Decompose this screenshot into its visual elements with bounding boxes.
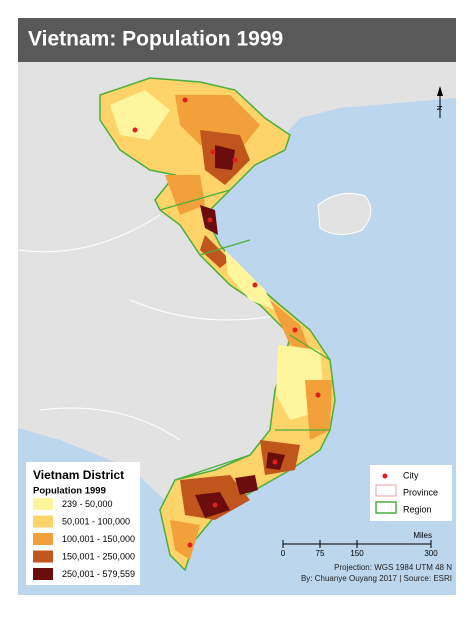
legend-label: 50,001 - 100,000 <box>62 516 130 526</box>
north-arrow: N <box>437 86 444 118</box>
key-label: Province <box>403 487 438 497</box>
city <box>187 542 193 548</box>
legend-swatch <box>33 498 53 510</box>
city <box>182 97 188 103</box>
north-label: N <box>437 105 444 110</box>
key-city-symbol <box>382 473 388 479</box>
key-label: City <box>403 470 419 480</box>
map-title: Vietnam: Population 1999 <box>28 28 283 51</box>
scale-unit: Miles <box>413 531 432 540</box>
legend-label: 250,001 - 579,559 <box>62 569 135 579</box>
credit-projection: Projection: WGS 1984 UTM 48 N <box>334 563 452 572</box>
district <box>215 145 235 170</box>
north-arrow-head <box>437 86 443 96</box>
city <box>132 127 138 133</box>
city <box>207 217 213 223</box>
district <box>225 250 275 310</box>
city <box>292 327 298 333</box>
key-region-symbol <box>375 501 397 514</box>
key-label: Region <box>403 504 432 514</box>
district <box>165 175 205 215</box>
legend-swatch <box>33 533 53 545</box>
city <box>272 459 278 465</box>
border-line <box>17 214 281 441</box>
city <box>252 282 258 288</box>
city <box>212 502 218 508</box>
cities <box>132 97 321 548</box>
scale-tick-label: 0 <box>281 549 286 558</box>
scale-tick-label: 300 <box>424 549 438 558</box>
district <box>305 380 332 440</box>
scale-tick-label: 150 <box>350 549 364 558</box>
legend-label: 150,001 - 250,000 <box>62 551 135 561</box>
district <box>170 520 200 560</box>
legend-label: 100,001 - 150,000 <box>62 534 135 544</box>
legend-swatch <box>33 550 53 563</box>
city <box>315 392 321 398</box>
city <box>232 157 238 163</box>
scale-bar: Miles 0 75 150 300 <box>281 531 438 558</box>
credit-author: By: Chuanye Ouyang 2017 | Source: ESRI <box>301 574 452 583</box>
symbol-key: City Province Region <box>370 465 452 521</box>
title-bar <box>18 18 456 62</box>
hainan-island <box>317 193 372 235</box>
legend-label: 239 - 50,000 <box>62 499 113 509</box>
district <box>270 300 310 350</box>
legend: Vietnam District Population 1999 239 - 5… <box>26 462 140 585</box>
district <box>200 235 230 268</box>
legend-title: Vietnam District <box>33 468 124 482</box>
vietnam-districts <box>99 77 336 572</box>
key-province-symbol <box>375 484 397 497</box>
legend-swatch <box>33 568 53 580</box>
legend-subtitle: Population 1999 <box>33 486 106 497</box>
scale-tick-label: 75 <box>316 549 325 558</box>
district <box>110 90 170 140</box>
legend-swatch <box>33 515 53 528</box>
district <box>235 475 258 495</box>
city <box>210 149 216 155</box>
region-boundary <box>159 189 331 481</box>
